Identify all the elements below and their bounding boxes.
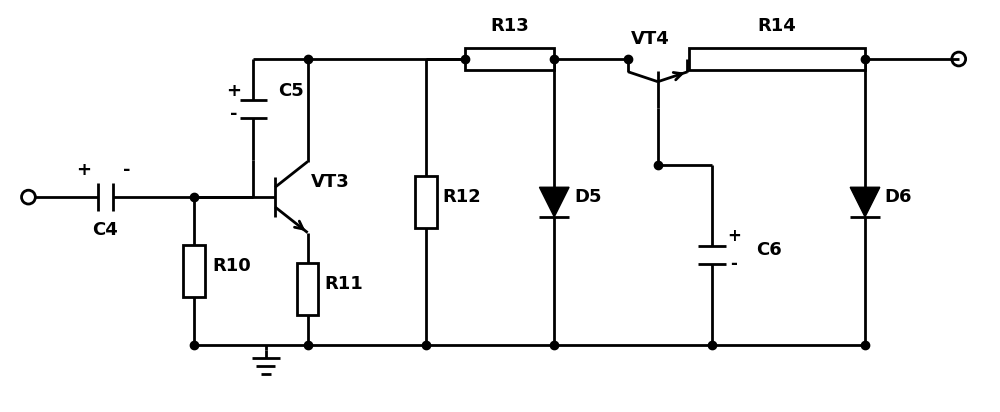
Bar	[415, 176, 437, 228]
Polygon shape	[850, 187, 880, 217]
Text: R13: R13	[490, 17, 529, 35]
Text: VT4: VT4	[631, 30, 669, 48]
Bar	[689, 48, 865, 70]
Text: C5: C5	[278, 82, 304, 100]
Bar	[465, 48, 554, 70]
Text: +: +	[76, 162, 91, 179]
Bar	[297, 263, 318, 314]
Text: -: -	[230, 105, 237, 123]
Text: R10: R10	[212, 257, 251, 275]
Text: R12: R12	[443, 188, 482, 206]
Text: +: +	[727, 227, 741, 245]
Text: VT3: VT3	[311, 173, 349, 191]
Text: R14: R14	[758, 17, 797, 35]
Text: +: +	[226, 82, 241, 100]
Text: C6: C6	[756, 241, 782, 259]
Text: C4: C4	[93, 220, 118, 239]
Bar	[183, 246, 205, 297]
Text: D6: D6	[885, 188, 912, 206]
Text: R11: R11	[324, 275, 363, 293]
Text: D5: D5	[574, 188, 601, 206]
Text: -: -	[123, 162, 131, 179]
Text: -: -	[730, 255, 737, 273]
Polygon shape	[539, 187, 569, 217]
